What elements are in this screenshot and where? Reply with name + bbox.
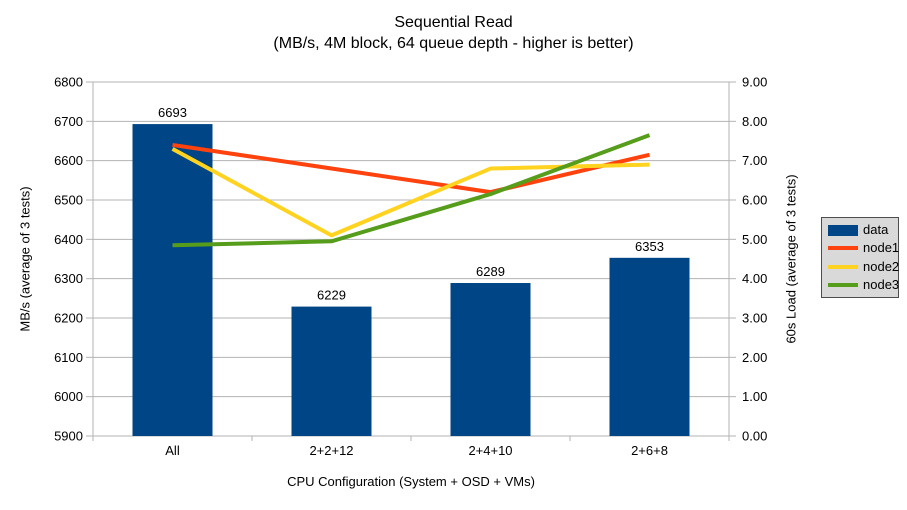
right-axis-tick-label: 2.00 xyxy=(742,350,767,365)
category-label: 2+6+8 xyxy=(631,443,668,458)
legend-item-node1: node1 xyxy=(822,239,900,257)
bar-data-label: 6353 xyxy=(635,239,664,254)
left-axis-tick-label: 6600 xyxy=(54,153,83,168)
right-axis-tick-label: 7.00 xyxy=(742,153,767,168)
bar-2+4+10 xyxy=(450,282,531,436)
x-axis-title: CPU Configuration (System + OSD + VMs) xyxy=(287,474,535,489)
right-axis-tick-label: 4.00 xyxy=(742,271,767,286)
right-axis-tick-label: 1.00 xyxy=(742,389,767,404)
left-axis-title: MB/s (average of 3 tests) xyxy=(17,186,33,332)
category-label: 2+4+10 xyxy=(468,443,512,458)
bar-2+6+8 xyxy=(609,257,690,436)
bar-All xyxy=(132,124,213,436)
legend-swatch-node3 xyxy=(828,282,858,287)
left-axis-tick-label: 6800 xyxy=(54,75,83,90)
right-axis-tick-label: 5.00 xyxy=(742,232,767,247)
legend: data node1 node2 node3 xyxy=(821,217,899,298)
left-axis-tick-label: 6500 xyxy=(54,193,83,208)
legend-swatch-node2 xyxy=(828,264,858,269)
chart-title: Sequential Read xyxy=(394,14,513,31)
legend-item-node3: node3 xyxy=(822,276,900,294)
left-axis-tick-label: 6100 xyxy=(54,350,83,365)
left-axis-tick-label: 5900 xyxy=(54,429,83,444)
right-axis-tick-label: 8.00 xyxy=(742,114,767,129)
bar-data-label: 6289 xyxy=(476,264,505,279)
chart-subtitle: (MB/s, 4M block, 64 queue depth - higher… xyxy=(273,35,634,52)
left-axis-tick-label: 6000 xyxy=(54,389,83,404)
line-node3 xyxy=(172,133,651,248)
bar-2+2+12 xyxy=(291,306,372,436)
category-label: All xyxy=(165,443,180,458)
right-axis-title: 60s Load (average of 3 tests) xyxy=(783,174,799,344)
legend-swatch-node1 xyxy=(828,246,858,251)
right-axis-tick-label: 6.00 xyxy=(742,193,767,208)
left-axis-tick-label: 6400 xyxy=(54,232,83,247)
legend-item-data: data xyxy=(822,221,898,239)
legend-label: node3 xyxy=(863,276,900,292)
right-axis-tick-label: 3.00 xyxy=(742,311,767,326)
bar-data-label: 6693 xyxy=(158,105,187,120)
category-label: 2+2+12 xyxy=(309,443,353,458)
legend-label: node1 xyxy=(863,240,900,256)
legend-label: node2 xyxy=(863,258,900,274)
legend-item-node2: node2 xyxy=(822,258,900,276)
legend-swatch-data xyxy=(828,224,858,236)
right-axis-tick-label: 0.00 xyxy=(742,429,767,444)
legend-label: data xyxy=(863,222,889,238)
left-axis-tick-label: 6700 xyxy=(54,114,83,129)
bar-data-label: 6229 xyxy=(317,288,346,303)
line-node1 xyxy=(172,142,650,195)
right-axis-tick-label: 9.00 xyxy=(742,75,767,90)
left-axis-tick-label: 6300 xyxy=(54,271,83,286)
left-axis-tick-label: 6200 xyxy=(54,311,83,326)
